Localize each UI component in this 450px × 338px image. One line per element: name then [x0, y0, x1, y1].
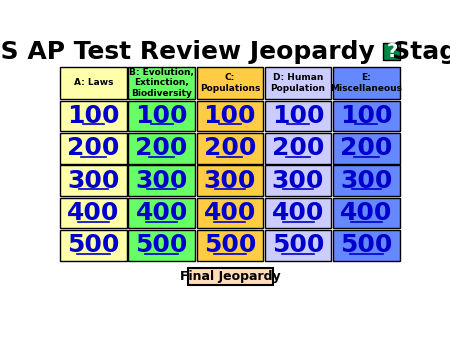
Text: 100: 100	[135, 104, 188, 128]
Bar	[197, 165, 263, 196]
Text: C:
Populations: C: Populations	[200, 73, 260, 93]
Bar	[60, 67, 127, 99]
Bar	[60, 101, 127, 131]
Bar	[128, 198, 195, 228]
Bar	[188, 268, 273, 285]
Text: 400: 400	[135, 201, 188, 225]
Text: 500: 500	[272, 233, 324, 257]
Bar	[333, 67, 400, 99]
Text: 500: 500	[135, 233, 188, 257]
Text: 200: 200	[67, 136, 120, 160]
Bar	[265, 101, 331, 131]
Bar	[197, 67, 263, 99]
Bar	[197, 133, 263, 164]
Text: 200: 200	[272, 136, 324, 160]
Bar	[197, 230, 263, 261]
Bar	[265, 165, 331, 196]
Text: 100: 100	[203, 104, 256, 128]
Bar	[265, 133, 331, 164]
Bar	[197, 101, 263, 131]
Text: A: Laws: A: Laws	[74, 78, 113, 88]
Bar	[197, 198, 263, 228]
Bar	[128, 101, 195, 131]
Bar	[265, 67, 331, 99]
Bar	[333, 165, 400, 196]
Text: 100: 100	[67, 104, 120, 128]
Text: 300: 300	[272, 169, 324, 193]
Text: D: Human
Population: D: Human Population	[270, 73, 325, 93]
Text: E:
Miscellaneous: E: Miscellaneous	[330, 73, 402, 93]
Text: 400: 400	[272, 201, 324, 225]
Bar	[333, 133, 400, 164]
Text: 200: 200	[135, 136, 188, 160]
Text: 300: 300	[67, 169, 120, 193]
Bar	[333, 230, 400, 261]
Bar	[60, 165, 127, 196]
Text: B: Evolution,
Extinction,
Biodiversity: B: Evolution, Extinction, Biodiversity	[129, 68, 194, 98]
Text: 200: 200	[204, 136, 256, 160]
Text: Final Jeopardy: Final Jeopardy	[180, 270, 281, 284]
Bar	[383, 43, 400, 60]
Bar	[128, 165, 195, 196]
Text: 100: 100	[272, 104, 324, 128]
Text: 400: 400	[67, 201, 120, 225]
Bar	[128, 67, 195, 99]
Bar	[128, 230, 195, 261]
Bar	[265, 230, 331, 261]
Text: APES AP Test Review Jeopardy  Stage 2: APES AP Test Review Jeopardy Stage 2	[0, 40, 450, 64]
Text: 400: 400	[340, 201, 392, 225]
Text: ?: ?	[386, 42, 397, 61]
Text: 300: 300	[204, 169, 256, 193]
Bar	[60, 133, 127, 164]
Text: 100: 100	[340, 104, 392, 128]
Text: 500: 500	[204, 233, 256, 257]
Bar	[128, 133, 195, 164]
Text: 200: 200	[340, 136, 392, 160]
Text: 300: 300	[135, 169, 188, 193]
Text: 500: 500	[340, 233, 392, 257]
Text: 300: 300	[340, 169, 392, 193]
Bar	[60, 230, 127, 261]
Bar	[60, 198, 127, 228]
Bar	[265, 198, 331, 228]
Text: 500: 500	[67, 233, 120, 257]
Bar	[333, 198, 400, 228]
Bar	[333, 101, 400, 131]
Text: 400: 400	[204, 201, 256, 225]
